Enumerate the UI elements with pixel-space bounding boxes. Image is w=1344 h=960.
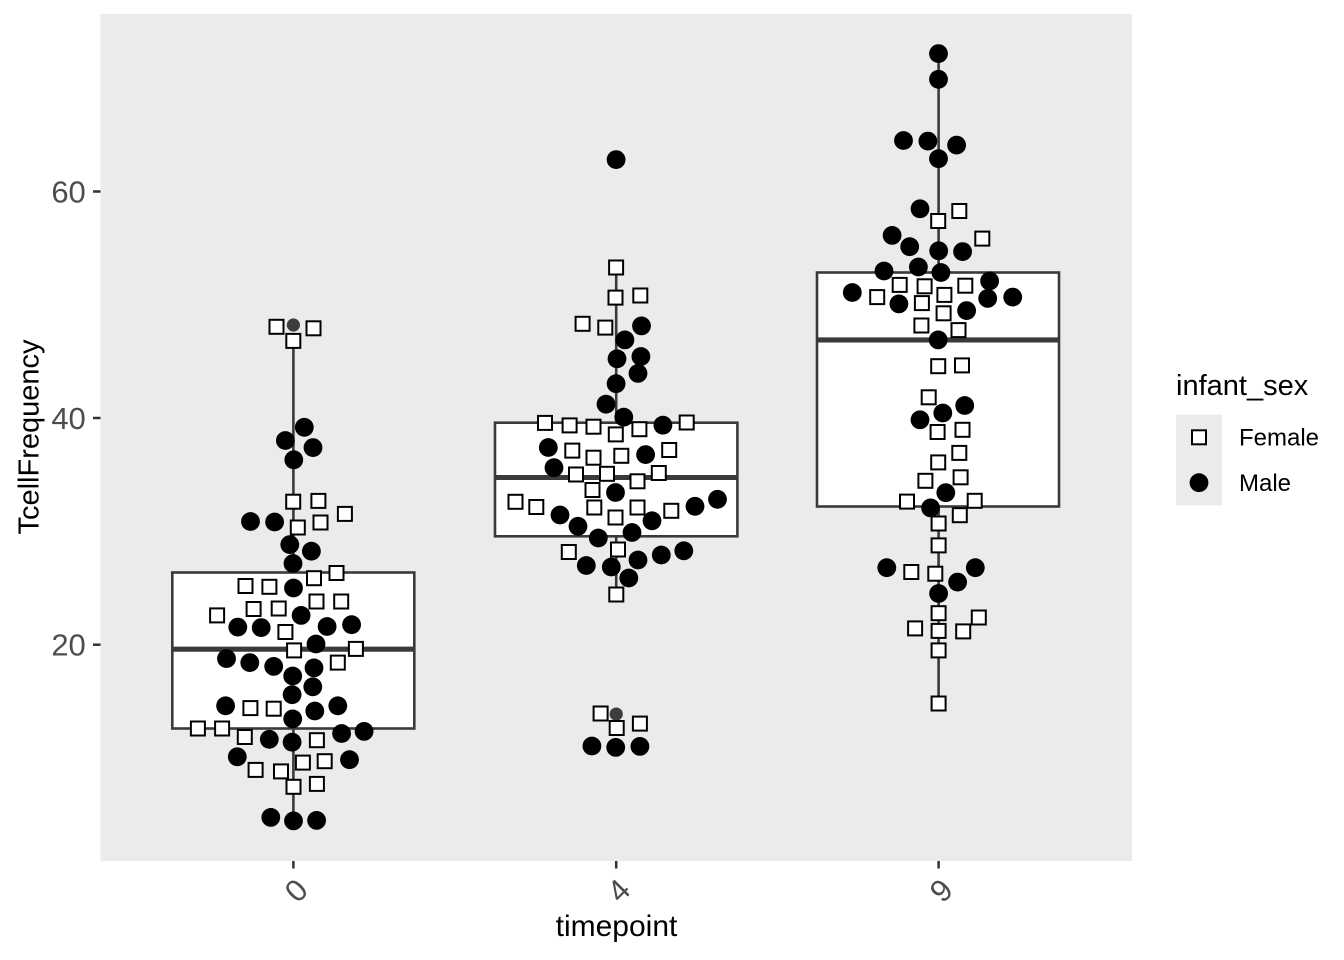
svg-text:Male: Male (1239, 470, 1291, 497)
svg-text:20: 20 (51, 628, 85, 663)
svg-text:timepoint: timepoint (556, 910, 678, 943)
svg-text:0: 0 (278, 872, 315, 909)
svg-text:40: 40 (51, 401, 85, 436)
svg-text:4: 4 (600, 872, 637, 909)
svg-text:9: 9 (923, 872, 960, 909)
svg-text:infant_sex: infant_sex (1176, 370, 1309, 402)
svg-text:60: 60 (51, 175, 85, 210)
svg-text:Female: Female (1239, 425, 1319, 452)
svg-text:TcellFrequency: TcellFrequency (14, 339, 46, 535)
